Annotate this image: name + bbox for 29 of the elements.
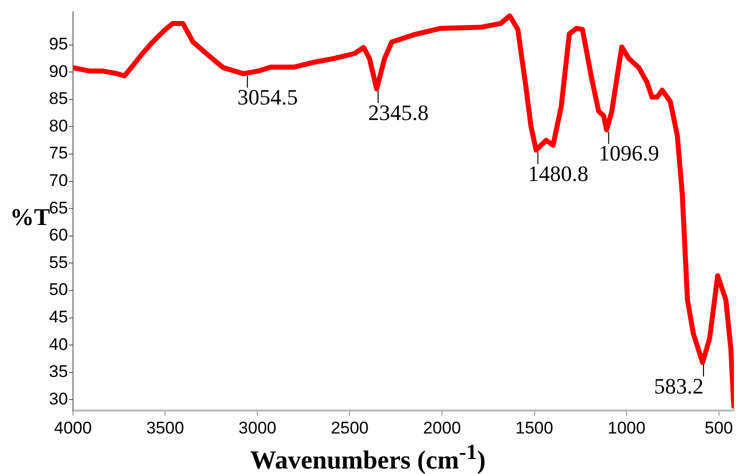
x-tick-label: 4000 <box>54 418 92 438</box>
y-tick-label: 85 <box>48 89 68 108</box>
y-tick-label: 90 <box>48 62 68 81</box>
y-tick-label: 45 <box>48 307 68 326</box>
x-tick-label: 1000 <box>608 418 646 438</box>
x-tick-label: 3500 <box>146 418 184 438</box>
x-axis-title: Wavenumbers (cm$^{-1}$) <box>249 440 487 474</box>
y-tick-label: 60 <box>48 226 68 245</box>
y-tick-label: 55 <box>48 252 68 272</box>
y-tick-label: 70 <box>48 170 68 190</box>
annotation: 2345.8 <box>368 100 429 125</box>
y-axis-title: %T <box>10 205 50 231</box>
y-tick-label: 65 <box>48 198 68 218</box>
annotation: 3054.5 <box>237 84 298 110</box>
annotation: 583.2 <box>654 373 704 398</box>
y-tick-label: 40 <box>48 334 68 354</box>
annotation: 1480.8 <box>528 160 588 186</box>
x-tick-label: 500 <box>704 418 734 438</box>
x-tick-label: 2500 <box>330 418 369 438</box>
y-tick-label: 80 <box>48 116 68 136</box>
y-tick-label: 75 <box>48 144 68 163</box>
x-tick-label: 1500 <box>515 418 554 438</box>
x-tick-label: 3000 <box>238 418 276 438</box>
y-tick-label: 50 <box>48 280 68 300</box>
annotation: 1096.9 <box>598 140 660 166</box>
x-tick-label: 2000 <box>423 418 461 438</box>
y-tick-label: 95 <box>48 34 68 54</box>
y-tick-label: 35 <box>48 362 68 382</box>
y-tick-label: 30 <box>48 389 68 408</box>
